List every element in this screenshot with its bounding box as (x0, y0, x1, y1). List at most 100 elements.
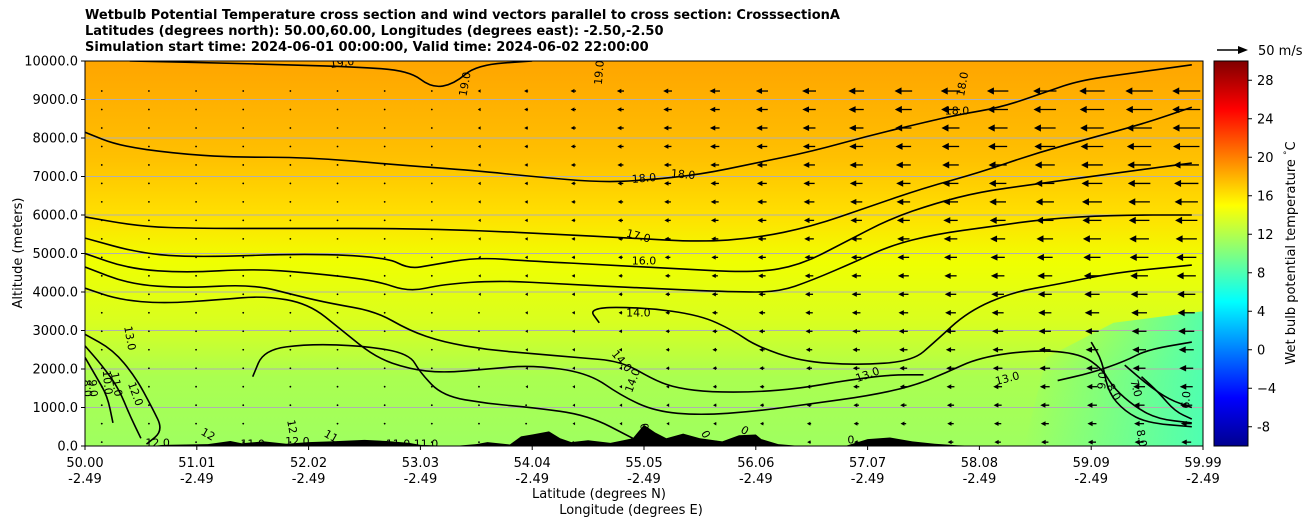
wind-vector (195, 108, 197, 111)
wind-vector-head (806, 366, 811, 371)
wind-vector (430, 201, 433, 203)
wind-vector-head (992, 365, 999, 371)
wind-vector (100, 127, 103, 129)
wind-vector-head (759, 366, 764, 371)
wind-vector-head (1131, 327, 1139, 335)
wind-vector (336, 311, 339, 314)
wind-vector-head (894, 87, 902, 95)
wind-vector (195, 145, 197, 148)
contour-line (85, 162, 1192, 273)
wind-vector-head (525, 348, 528, 352)
wind-vector-head (896, 180, 904, 187)
wind-vector-head (851, 310, 857, 316)
contour-label: 8.0 (80, 379, 94, 398)
wind-vector (148, 274, 150, 277)
wind-vector-head (524, 200, 528, 204)
wind-vector-head (802, 143, 810, 150)
terrain (85, 424, 1203, 446)
wind-vector-head (1129, 253, 1137, 261)
wind-vector (478, 441, 480, 444)
wind-vector-head (806, 421, 811, 426)
wind-vector (195, 201, 197, 203)
wind-vector-head (524, 181, 528, 186)
wind-vector-head (525, 329, 528, 333)
wind-vector (100, 348, 103, 351)
wind-vector-head (941, 142, 949, 151)
wind-vector-head (990, 254, 998, 261)
wind-vector-head (618, 255, 622, 260)
wind-vector (383, 182, 386, 185)
wind-vector-head (571, 181, 575, 186)
y-tick-label: 10000.0 (24, 55, 78, 70)
wind-vector-head (1178, 346, 1186, 354)
wind-vector-head (619, 403, 623, 407)
wind-vector (525, 422, 528, 425)
x-tick-label-lon: -2.49 (963, 472, 997, 487)
wind-vector-head (1039, 365, 1046, 372)
wind-vector-head (1176, 253, 1184, 261)
wind-vector (242, 330, 245, 333)
wind-vector-head (989, 216, 997, 224)
contour-label: 12 (199, 425, 218, 443)
wind-vector (242, 127, 245, 129)
wind-vector-head (711, 273, 716, 279)
wind-vector-head (663, 88, 669, 94)
y-tick-label: 4000.0 (33, 286, 79, 301)
colorbar-tick-label: -8 (1257, 420, 1270, 435)
wind-vector (195, 422, 197, 425)
wind-vector-head (712, 347, 717, 352)
x-tick-label-lon: -2.49 (515, 472, 549, 487)
wind-vector (100, 367, 103, 370)
wind-vector-head (993, 402, 999, 408)
wind-vector-head (571, 255, 575, 260)
wind-vector (289, 385, 292, 388)
wind-vector (336, 182, 339, 185)
wind-vector-head (1038, 328, 1045, 335)
wind-vector (383, 256, 386, 259)
wind-vector (289, 311, 292, 314)
wind-vector (148, 127, 150, 129)
wind-vector-head (1176, 272, 1184, 280)
wind-vector (289, 422, 292, 425)
colorbar-tick-label: 24 (1257, 112, 1274, 127)
wind-vector-head (478, 218, 481, 223)
wind-vector-head (709, 125, 716, 131)
wind-vector-head (759, 384, 764, 389)
wind-vector-head (619, 422, 623, 426)
wind-vector-head (571, 199, 575, 204)
wind-vector (383, 108, 386, 111)
x-tick-label-lon: -2.49 (627, 472, 661, 487)
wind-vector-head (946, 384, 952, 390)
wind-vector-head (1087, 421, 1093, 427)
wind-vector (148, 385, 150, 388)
wind-vector (336, 219, 339, 222)
wind-vector-head (803, 180, 810, 187)
wind-vector-head (1081, 161, 1089, 169)
contour-label: 19.0 (592, 60, 607, 86)
wind-vector-head (988, 142, 996, 151)
contour-label: 13.0 (121, 325, 138, 351)
wind-vector-head (1082, 216, 1090, 224)
wind-vector (100, 422, 103, 425)
wind-vector-head (1033, 124, 1041, 132)
wind-vector-head (1172, 124, 1180, 132)
contour-label: 0 (847, 434, 854, 447)
wind-vector-head (848, 87, 856, 95)
wind-vector-head (710, 180, 716, 186)
wind-vector-head (665, 329, 669, 334)
wind-vector-head (898, 291, 904, 298)
wind-vector-head (805, 291, 810, 297)
wind-vector (100, 256, 103, 259)
wind-vector-head (897, 254, 904, 261)
wind-vector (336, 145, 339, 148)
wind-vector-head (1127, 179, 1135, 188)
wind-vector-head (757, 254, 763, 260)
wind-vector-head (944, 291, 951, 298)
wind-vector-head (1033, 87, 1041, 95)
y-axis: 0.0 1000.0 2000.0 3000.0 4000.0 5000.0 6000.0 7… (24, 55, 85, 455)
wind-vector-head (665, 347, 669, 352)
wind-vector-head (478, 274, 481, 278)
wind-vector-head (617, 125, 622, 131)
wind-vector (148, 90, 150, 92)
x-tick-label-lat: 52.02 (290, 456, 327, 471)
